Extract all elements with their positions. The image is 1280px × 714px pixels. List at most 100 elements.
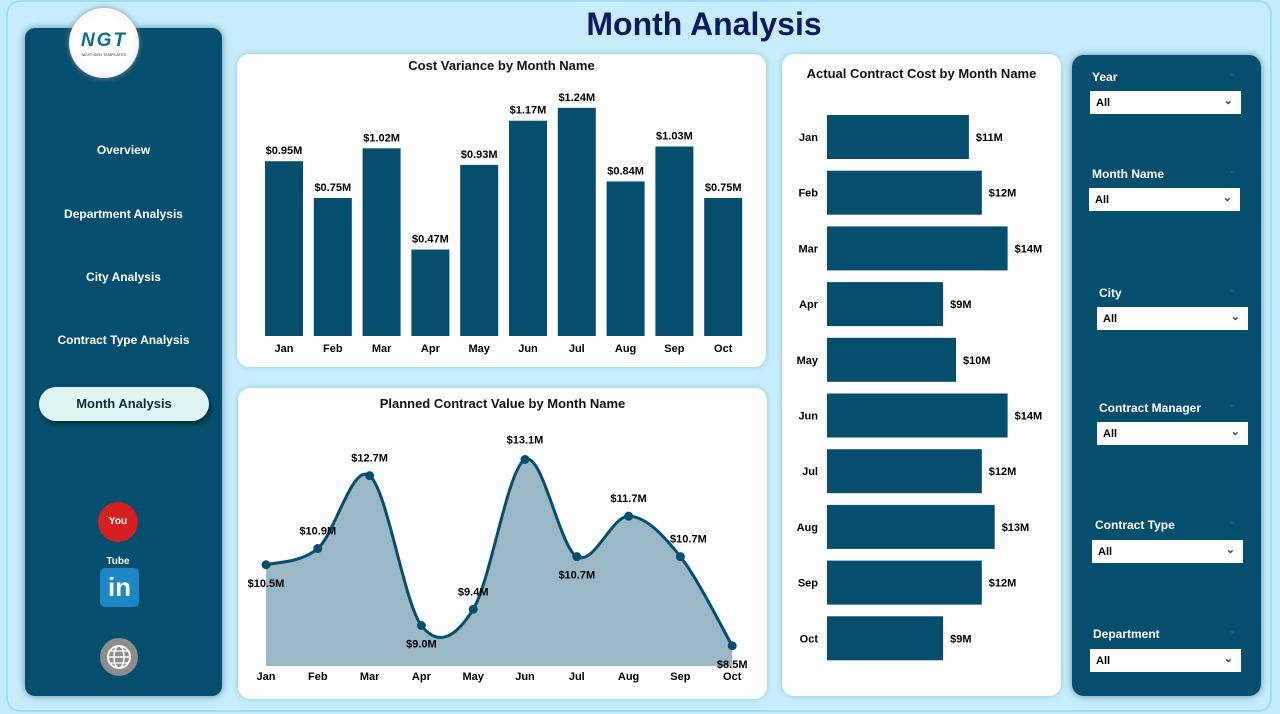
data-label: $12M	[989, 188, 1017, 200]
data-label: $14M	[1015, 243, 1043, 255]
chevron-down-icon[interactable]: ⌄	[1228, 399, 1237, 410]
data-point[interactable]	[520, 454, 530, 464]
bar-Mar[interactable]	[827, 226, 1008, 271]
nav-city-analysis[interactable]: City Analysis	[86, 270, 161, 284]
y-tick-label: Jun	[798, 411, 818, 423]
bar-Jan[interactable]	[265, 161, 303, 336]
slicer-label-month-name: Month Name	[1092, 167, 1164, 181]
bar-Sep[interactable]	[827, 560, 982, 605]
data-label: $10.5M	[248, 578, 285, 590]
slicer-dropdown-city[interactable]: All ⌄	[1097, 307, 1248, 330]
nav-overview[interactable]: Overview	[96, 143, 151, 157]
slicer-label-department: Department	[1093, 627, 1160, 641]
slicer-dropdown-contract-type[interactable]: All ⌄	[1092, 540, 1243, 563]
data-label: $8.5M	[717, 659, 748, 671]
slicer-dropdown-department[interactable]: All ⌄	[1090, 649, 1241, 672]
chart-title: Actual Contract Cost by Month Name	[806, 66, 1037, 81]
bar-Feb[interactable]	[313, 198, 352, 336]
chevron-down-icon[interactable]: ⌄	[1228, 516, 1237, 527]
data-label: $11M	[976, 132, 1003, 144]
data-point[interactable]	[675, 552, 685, 562]
slicer-value: All	[1103, 428, 1118, 440]
slicer-dropdown-contract-manager[interactable]: All ⌄	[1097, 422, 1248, 445]
chevron-down-icon: ⌄	[1222, 192, 1232, 204]
bar-May[interactable]	[827, 337, 956, 382]
slicer-value: All	[1095, 194, 1110, 206]
nav-department-analysis[interactable]: Department Analysis	[64, 207, 183, 221]
bar-Oct[interactable]	[704, 198, 743, 336]
data-point[interactable]	[727, 641, 737, 651]
data-point[interactable]	[313, 544, 323, 554]
x-tick-label: Jun	[515, 671, 535, 683]
nav-contract-type-analysis[interactable]: Contract Type Analysis	[57, 333, 190, 347]
bar-Feb[interactable]	[827, 170, 982, 215]
slicer-dropdown-month-name[interactable]: All ⌄	[1089, 188, 1240, 211]
data-label: $0.47M	[412, 234, 449, 246]
chevron-down-icon: ⌄	[1225, 544, 1235, 556]
logo-subtext: NEXT GEN TEMPLATES	[81, 52, 127, 57]
nav-month-analysis[interactable]: Month Analysis	[39, 387, 209, 421]
bar-Mar[interactable]	[362, 148, 401, 336]
y-tick-label: Feb	[798, 188, 818, 200]
youtube-icon[interactable]: You Tube	[98, 502, 138, 567]
data-label: $14M	[1015, 411, 1043, 423]
bar-Aug[interactable]	[827, 504, 995, 549]
bar-Oct[interactable]	[827, 616, 944, 661]
bar-Apr[interactable]	[411, 249, 450, 336]
x-tick-label: Jan	[257, 671, 276, 683]
bar-Aug[interactable]	[606, 181, 645, 336]
data-point[interactable]	[572, 552, 582, 562]
bar-Apr[interactable]	[827, 282, 944, 327]
bar-Jul[interactable]	[827, 449, 982, 494]
chevron-down-icon[interactable]: ⌄	[1228, 165, 1237, 176]
x-tick-label: Jul	[569, 343, 585, 355]
data-point[interactable]	[416, 621, 426, 630]
chart-title: Planned Contract Value by Month Name	[379, 396, 626, 411]
chevron-down-icon: ⌄	[1230, 311, 1240, 323]
x-tick-label: Apr	[421, 343, 441, 355]
bar-May[interactable]	[460, 164, 499, 336]
ngt-logo: NGT NEXT GEN TEMPLATES	[69, 8, 139, 78]
data-label: $13.1M	[507, 434, 544, 446]
website-globe-icon[interactable]	[100, 638, 138, 676]
bar-Sep[interactable]	[655, 146, 694, 336]
data-point[interactable]	[468, 604, 478, 614]
bar-Jul[interactable]	[557, 107, 596, 336]
data-label: $12M	[989, 578, 1017, 590]
slicer-dropdown-year[interactable]: All ⌄	[1090, 91, 1241, 114]
x-tick-label: Feb	[323, 343, 343, 355]
x-tick-label: Jun	[518, 343, 538, 355]
chevron-down-icon[interactable]: ⌄	[1228, 284, 1237, 295]
x-tick-label: Jan	[275, 343, 294, 355]
slicer-label-contract-type: Contract Type	[1095, 518, 1175, 532]
data-label: $0.93M	[461, 149, 498, 161]
chevron-down-icon: ⌄	[1230, 426, 1240, 438]
linkedin-icon[interactable]: in	[100, 568, 139, 607]
x-tick-label: Apr	[412, 671, 432, 683]
x-tick-label: Oct	[714, 343, 733, 355]
bar-Jun[interactable]	[827, 393, 1008, 438]
data-label: $11.7M	[611, 493, 647, 505]
data-label: $1.24M	[558, 92, 595, 104]
x-tick-label: Feb	[308, 671, 328, 683]
data-label: $10.7M	[670, 534, 707, 546]
y-tick-label: May	[797, 355, 819, 367]
data-label: $1.17M	[510, 105, 547, 117]
chart-title: Cost Variance by Month Name	[408, 58, 595, 73]
x-tick-label: Aug	[618, 671, 639, 683]
chevron-down-icon[interactable]: ⌄	[1228, 68, 1237, 79]
y-tick-label: Sep	[798, 578, 818, 590]
slicer-label-city: City	[1099, 286, 1122, 300]
bar-Jun[interactable]	[509, 120, 547, 336]
data-label: $0.75M	[705, 182, 742, 194]
data-label: $1.02M	[363, 132, 400, 144]
y-tick-label: Oct	[800, 633, 819, 645]
data-point[interactable]	[261, 560, 271, 570]
data-point[interactable]	[365, 471, 375, 481]
chevron-down-icon[interactable]: ⌄	[1228, 625, 1237, 636]
data-point[interactable]	[624, 511, 634, 521]
chevron-down-icon: ⌄	[1223, 653, 1233, 665]
bar-Jan[interactable]	[827, 115, 969, 159]
x-tick-label: Sep	[664, 343, 684, 355]
